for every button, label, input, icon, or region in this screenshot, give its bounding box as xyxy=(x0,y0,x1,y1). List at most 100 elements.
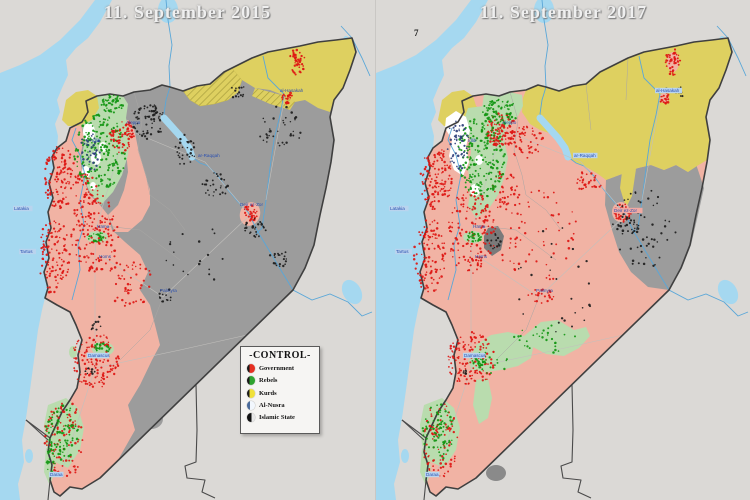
label-highlight xyxy=(87,352,109,359)
rebel-daraa xyxy=(420,398,460,468)
legend-item-rebels: Rebels xyxy=(247,376,319,386)
kurd-hatch-edge xyxy=(252,88,295,110)
city-label: Tartus xyxy=(396,249,409,254)
lake-assad xyxy=(536,114,572,161)
nusra-pocket xyxy=(445,111,470,176)
governorate-borders xyxy=(472,57,629,361)
label-highlight xyxy=(613,207,643,214)
city-label: Latakia xyxy=(390,206,405,211)
city-label: Daraa xyxy=(426,472,439,477)
city-labels: Latakia Tartus Hama Homs Damascus Aleppo ar-Ra… xyxy=(389,87,682,478)
city-label: Damascus xyxy=(88,353,110,358)
isis-south-pocket xyxy=(139,409,163,429)
lake-galilee xyxy=(25,449,33,463)
governorate-borders xyxy=(96,91,186,361)
label-highlight xyxy=(389,205,409,212)
legend-marker-icon xyxy=(247,388,255,398)
tigris-river xyxy=(716,25,747,77)
city-label: Palmyra xyxy=(160,288,177,293)
settlement-dots xyxy=(412,48,684,478)
mediterranean-sea xyxy=(376,0,488,500)
city-label: Latakia xyxy=(14,206,29,211)
legend-item-government: Government xyxy=(247,364,319,374)
city-label: ar-Raqqah xyxy=(574,153,596,158)
khabur-river xyxy=(631,55,661,235)
rebel-desert-b xyxy=(524,320,590,356)
city-label: Aleppo xyxy=(126,120,141,125)
tigris-river xyxy=(340,25,371,77)
map-panel-2015: Latakia Tartus Hama Homs Damascus Aleppo ar-Ra… xyxy=(0,0,373,500)
legend-item-label: Rebels xyxy=(259,377,278,385)
turkish-reservoir xyxy=(158,0,178,23)
iraq-lake xyxy=(341,279,363,305)
rebel-desert-c xyxy=(473,378,492,424)
kurd-northeast xyxy=(522,38,732,180)
city-label: Deir ez-Zor xyxy=(614,208,637,213)
settlement-dots xyxy=(39,48,306,478)
city-label: al-Hasakah xyxy=(280,88,304,93)
city-label: Damascus xyxy=(464,353,486,358)
label-highlight xyxy=(463,352,485,359)
government-aleppo-arm xyxy=(108,120,150,232)
mediterranean-sea xyxy=(0,0,112,500)
label-highlight xyxy=(573,152,598,159)
lake-galilee xyxy=(401,449,409,463)
label-highlight xyxy=(19,248,36,255)
legend-title: -CONTROL- xyxy=(249,350,311,361)
city-label: Deir ez-Zor xyxy=(240,202,263,207)
city-label: Idlib xyxy=(92,138,101,143)
label-highlight xyxy=(49,471,64,478)
label-highlight xyxy=(13,205,33,212)
map-title-2017: 11. September 2017 xyxy=(479,2,648,22)
isis-uqayribat-pocket xyxy=(484,226,504,256)
city-label: Homs xyxy=(475,254,488,259)
map-2017-svg: Latakia Tartus Hama Homs Damascus Aleppo ar-Ra… xyxy=(376,0,750,500)
label-highlight xyxy=(395,248,412,255)
turkish-reservoir xyxy=(534,0,554,23)
legend-items: Government Rebels Kurds Al-Nusra Islamic Sta… xyxy=(241,364,319,422)
syria-border xyxy=(419,37,733,497)
legend-item-label: Kurds xyxy=(259,389,277,397)
nusra-pocket xyxy=(475,155,483,165)
city-labels: Latakia Tartus Hama Homs Damascus Aleppo ar-Ra… xyxy=(13,88,304,478)
syria-border xyxy=(43,37,357,497)
city-label: ar-Raqqah xyxy=(198,153,220,158)
legend-item-label: Islamic State xyxy=(259,413,295,421)
stray-glyph: 7 xyxy=(414,28,419,38)
city-label: Tartus xyxy=(20,249,33,254)
city-label: Hama xyxy=(473,224,486,229)
lake-assad xyxy=(160,114,196,161)
iraq-lake xyxy=(717,279,739,305)
isis-safa-pocket xyxy=(486,465,506,481)
khabur-river xyxy=(255,55,285,235)
legend-marker-icon xyxy=(247,412,255,422)
city-label: Homs xyxy=(99,254,112,259)
legend-item-al-nusra: Al-Nusra xyxy=(247,400,319,410)
control-legend: -CONTROL- Government Rebels Kurds Al-Nusra I… xyxy=(240,346,320,434)
legend-item-label: Al-Nusra xyxy=(259,401,285,409)
city-label: Hama xyxy=(97,224,110,229)
label-highlight xyxy=(425,471,440,478)
nusra-pocket xyxy=(90,182,96,190)
euphrates-river xyxy=(163,0,373,317)
legend-item-label: Government xyxy=(259,365,295,373)
label-highlight xyxy=(655,87,682,94)
city-label: Palmyra xyxy=(536,288,553,293)
city-label: Idlib xyxy=(468,138,477,143)
legend-item-islamic-state: Islamic State xyxy=(247,412,319,422)
city-label: al-Hasakah xyxy=(656,88,680,93)
legend-marker-icon xyxy=(247,400,255,410)
legend-marker-icon xyxy=(247,376,255,386)
city-label: Daraa xyxy=(50,472,63,477)
kurd-khabur-tongue xyxy=(620,169,636,208)
legend-marker-icon xyxy=(247,364,255,374)
city-label: Aleppo xyxy=(502,120,517,125)
map-2015-svg: Latakia Tartus Hama Homs Damascus Aleppo ar-Ra… xyxy=(0,0,373,500)
euphrates-river xyxy=(539,0,749,317)
map-panel-2017: Latakia Tartus Hama Homs Damascus Aleppo ar-Ra… xyxy=(375,0,750,500)
map-title-2015: 11. September 2015 xyxy=(103,2,272,22)
legend-item-kurds: Kurds xyxy=(247,388,319,398)
government-territory xyxy=(44,101,160,496)
jordan-iraq-border xyxy=(401,383,592,500)
